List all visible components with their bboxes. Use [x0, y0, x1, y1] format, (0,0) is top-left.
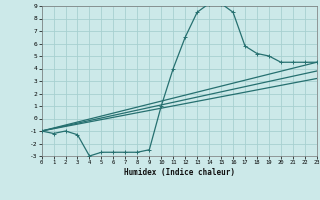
- X-axis label: Humidex (Indice chaleur): Humidex (Indice chaleur): [124, 168, 235, 177]
